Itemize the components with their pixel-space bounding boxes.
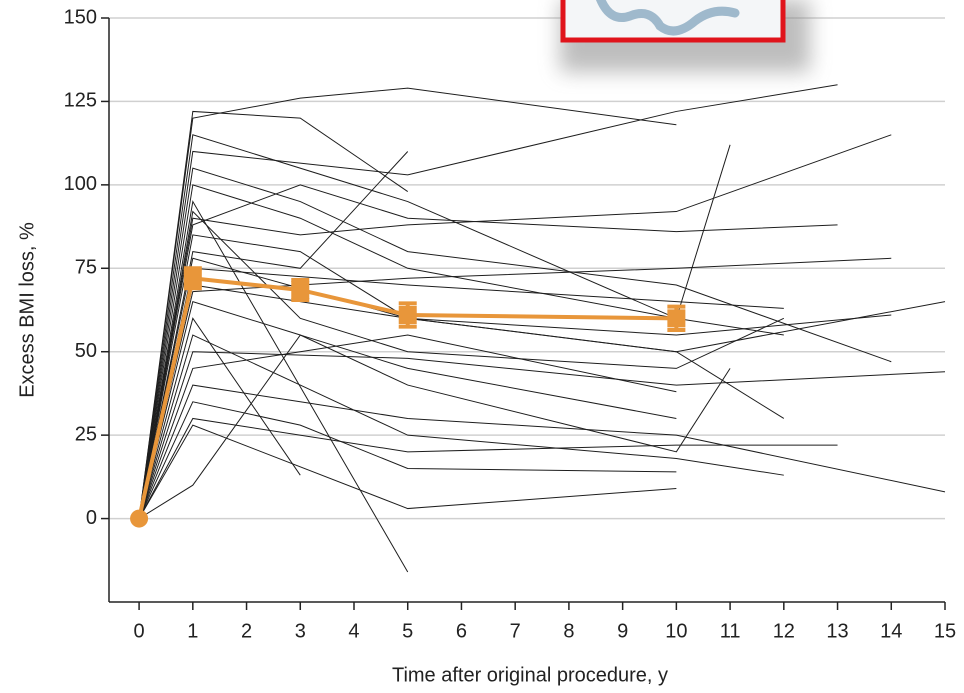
x-tick-label: 14: [880, 620, 902, 642]
patient-line: [138, 334, 784, 519]
patient-line: [138, 84, 838, 519]
patient-line: [138, 110, 409, 519]
y-tick-label: 75: [75, 257, 97, 279]
patient-line: [138, 184, 784, 519]
x-tick-label: 5: [402, 620, 413, 642]
patient-line: [138, 257, 892, 519]
patient-line: [138, 334, 677, 519]
x-axis-label: Time after original procedure, y: [392, 664, 668, 686]
patient-line: [138, 167, 892, 519]
x-tick-label: 15: [934, 620, 956, 642]
x-tick-label: 8: [563, 620, 574, 642]
x-tick-label: 9: [617, 620, 628, 642]
inset-illustration: [595, 0, 740, 36]
y-tick-label: 25: [75, 423, 97, 445]
patient-line: [138, 151, 409, 519]
x-tick-label: 11: [720, 620, 741, 642]
y-axis-label: Excess BMI loss, %: [16, 222, 38, 398]
x-tick-label: 12: [773, 620, 795, 642]
x-tick-label: 1: [187, 620, 198, 642]
x-tick-label: 6: [456, 620, 467, 642]
x-tick-label: 10: [665, 620, 687, 642]
patient-line: [138, 257, 946, 519]
patient-line: [138, 351, 946, 519]
y-tick-label: 100: [64, 173, 97, 195]
patient-line: [138, 417, 838, 519]
x-tick-label: 2: [241, 620, 252, 642]
patient-line: [138, 401, 677, 519]
mean-marker: [130, 509, 149, 528]
patient-line: [138, 87, 677, 519]
patient-line: [138, 210, 785, 519]
inset-image: [560, 0, 810, 72]
mean-marker: [291, 280, 310, 299]
patient-line: [138, 334, 677, 519]
x-tick-label: 0: [134, 620, 145, 642]
x-tick-label: 3: [295, 620, 306, 642]
y-tick-label: 50: [75, 340, 97, 362]
y-tick-label: 0: [86, 507, 97, 529]
patient-line: [138, 317, 301, 519]
mean-marker: [183, 269, 202, 288]
mean-marker: [398, 306, 417, 325]
mean-marker: [667, 309, 686, 328]
patient-line: [138, 301, 731, 519]
patient-line: [138, 134, 892, 519]
x-tick-label: 13: [826, 620, 848, 642]
y-tick-label: 150: [64, 6, 97, 28]
y-tick-label: 125: [64, 90, 97, 112]
patient-line: [138, 424, 677, 519]
x-tick-label: 4: [348, 620, 359, 642]
patient-line: [138, 234, 785, 519]
patient-line: [138, 134, 731, 519]
patient-line: [138, 200, 409, 573]
patient-line: [138, 267, 784, 519]
x-tick-label: 7: [510, 620, 521, 642]
